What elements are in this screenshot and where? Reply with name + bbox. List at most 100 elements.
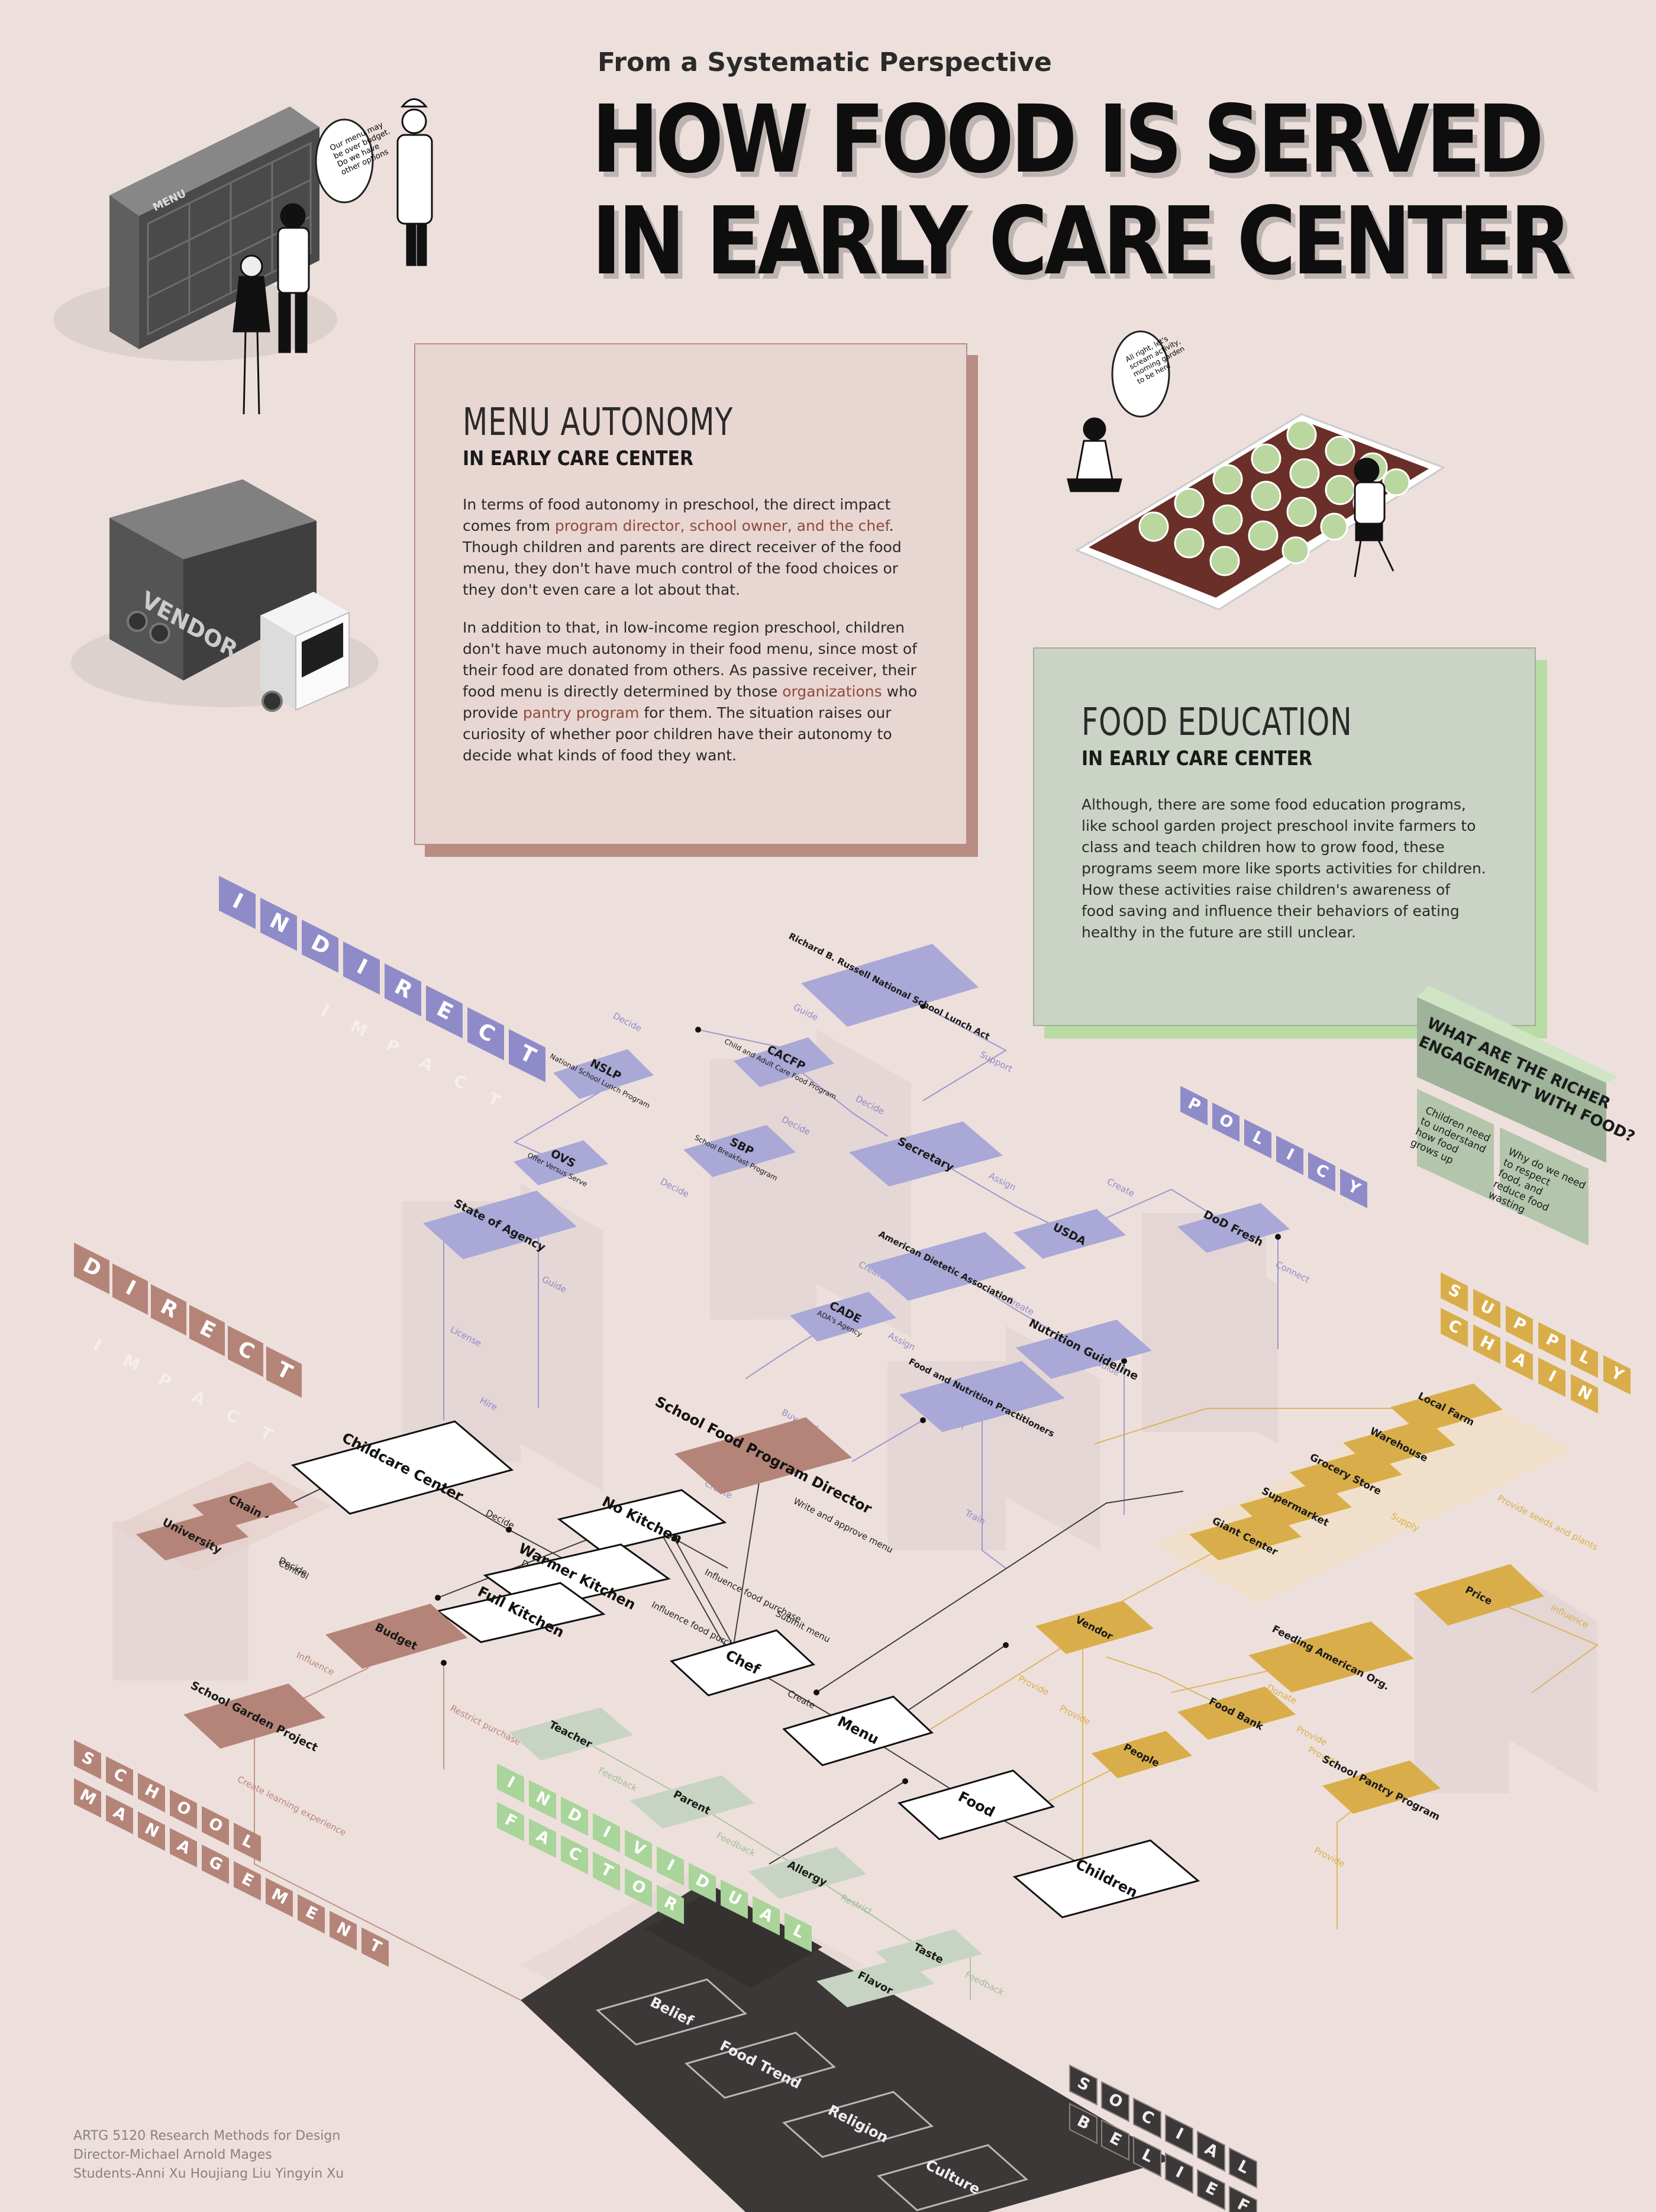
letter-tile <box>785 1913 812 1952</box>
node-local-farm: Local Farm <box>1390 1384 1503 1433</box>
edge-label: Create <box>1105 1176 1137 1199</box>
node-shape <box>553 1049 654 1099</box>
edge-label: Feedback <box>596 1765 639 1794</box>
node-shape <box>423 1191 577 1259</box>
node-richard-b-russell-national-school-lunch-act: Richard B. Russell National School Lunch… <box>787 931 992 1042</box>
edge-line <box>674 1538 743 1663</box>
node-teacher: Teacher <box>509 1707 633 1760</box>
letter-tile <box>1473 1289 1500 1329</box>
letter-tile <box>1506 1341 1533 1381</box>
letter: T <box>257 1423 276 1445</box>
node-shape <box>790 1292 896 1342</box>
letter-tile <box>234 1823 261 1862</box>
edge-label: Assign <box>987 1171 1018 1193</box>
highlight-directors: program director, school owner, and the … <box>554 517 889 534</box>
letter-tile <box>1441 1272 1468 1312</box>
edge-label: Restrict <box>839 1892 874 1917</box>
edge-line <box>254 1716 521 2001</box>
edge-line <box>769 1781 906 1865</box>
layer-labels: INDIRECTIMPACTDIRECTIMPACTPOLICYSUPPLYCH… <box>74 876 1631 2212</box>
letter-tile <box>1571 1339 1598 1378</box>
footer-director: Director-Michael Arnold Mages <box>73 2147 272 2162</box>
letter-tile <box>1603 1355 1631 1395</box>
edge-label: Create learning experience <box>235 1774 348 1839</box>
edge-line <box>982 1397 1006 1569</box>
node-shape <box>325 1604 467 1669</box>
node-shape <box>670 1629 815 1697</box>
edge-line <box>698 1029 782 1048</box>
letter-tile <box>1506 1305 1533 1345</box>
node-shape <box>782 2091 934 2158</box>
highlight-organizations: organizations <box>782 683 882 700</box>
letter-tile <box>228 1326 263 1377</box>
letter: I <box>91 1335 105 1355</box>
letter-tile <box>74 1740 101 1779</box>
letter-tile <box>593 1813 620 1853</box>
letter-tile <box>721 1879 748 1919</box>
edge-line <box>816 1491 1184 1693</box>
edge-line <box>1094 1408 1447 1444</box>
letter-tile <box>1180 1086 1208 1126</box>
footer-students: Students-Anni Xu Houjiang Liu Yingyin Xu <box>73 2166 344 2181</box>
edge-dot <box>1003 1642 1009 1648</box>
edge-label: Decide <box>658 1176 690 1200</box>
page-title: HOW FOOD IS SERVED IN EARLY CARE CENTER <box>592 89 1633 292</box>
node-state-of-agency: State of Agency <box>423 1191 577 1259</box>
node-food-bank: Food Bank <box>1177 1687 1296 1740</box>
edge-label: Restrict purchase <box>448 1703 522 1747</box>
edge-label: Decide <box>611 1011 643 1034</box>
letter-tile <box>1340 1169 1367 1208</box>
edge-line <box>1479 1594 1599 1693</box>
menu-panel-subtitle: IN EARLY CARE CENTER <box>463 447 694 470</box>
edge-line <box>733 1455 764 1646</box>
highlight-pantry: pantry program <box>522 704 640 721</box>
node-shape <box>801 944 979 1027</box>
node-shape <box>136 1511 248 1560</box>
letter-tile <box>593 1852 620 1891</box>
node-shape <box>509 1707 633 1760</box>
node-shape <box>1322 1760 1441 1814</box>
letter-tile <box>1473 1324 1500 1364</box>
node-vendor: Vendor <box>1035 1601 1154 1654</box>
food-panel-title: FOOD EDUCATION <box>1082 701 1352 744</box>
question-card-1: Children needto understandhow foodgrows … <box>1409 1104 1493 1177</box>
letter-tile <box>753 1896 780 1936</box>
letter: I <box>318 1001 333 1021</box>
node-shape <box>816 1958 935 2007</box>
people-at-board <box>233 98 433 415</box>
letter-tile <box>343 941 380 995</box>
letter-tile <box>1197 2130 1225 2172</box>
letter-tile <box>561 1797 588 1836</box>
letter-tile <box>260 898 297 951</box>
node-shape <box>1177 1687 1296 1740</box>
node-menu: Menu <box>782 1695 934 1766</box>
node-shape <box>867 1232 1026 1301</box>
edge-line <box>792 1065 888 1137</box>
edge-label: Create <box>786 1688 817 1711</box>
edge-dot <box>920 1417 926 1423</box>
edge-label: Provide seeds and plants <box>1496 1493 1600 1553</box>
letter-tile <box>1538 1357 1565 1397</box>
menu-autonomy-panel: MENU AUTONOMY IN EARLY CARE CENTER In te… <box>414 343 967 845</box>
letter-tile <box>138 1811 165 1851</box>
edge-dot <box>902 1778 908 1784</box>
edge-label: Guide <box>792 1002 819 1023</box>
food-education-panel: FOOD EDUCATION IN EARLY CARE CENTER Alth… <box>1033 647 1536 1026</box>
letter-tile <box>385 963 421 1017</box>
letter-tile <box>1212 1102 1239 1142</box>
edge-dot <box>506 1527 512 1533</box>
node-shape <box>1248 1621 1414 1692</box>
node-giant-center: Giant Center <box>1189 1511 1302 1560</box>
letter-tile <box>1571 1374 1598 1414</box>
edge-label: Provide <box>1016 1673 1051 1698</box>
edge-label: Feedback <box>715 1830 757 1859</box>
